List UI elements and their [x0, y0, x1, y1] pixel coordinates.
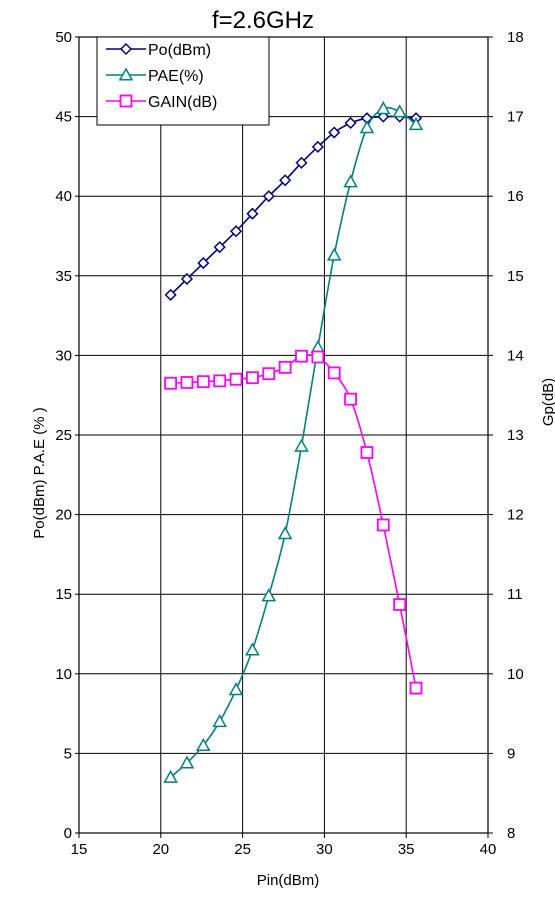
x-tick-label: 40	[480, 841, 497, 858]
square-point	[360, 446, 374, 459]
triangle-point	[343, 174, 358, 188]
diamond-point	[229, 225, 243, 238]
legend-label: GAIN(dB)	[148, 94, 217, 111]
y-right-tick-label: 12	[507, 507, 524, 524]
y-left-tick-label: 10	[55, 666, 72, 683]
plot-series	[163, 101, 424, 783]
diamond-point	[164, 288, 177, 301]
square-point	[164, 376, 178, 390]
legend: Po(dBm) PAE(%) GAIN(dB)	[96, 36, 270, 126]
triangle-point	[277, 526, 293, 540]
triangle-point	[294, 438, 309, 452]
x-tick-label: 25	[234, 841, 251, 858]
x-tick-label: 15	[71, 841, 88, 858]
chart-title: f=2.6GHz	[212, 7, 314, 34]
y-right-tick-label: 10	[507, 666, 524, 683]
square-point	[295, 349, 308, 363]
y-right-tick-label: 14	[507, 347, 524, 364]
diamond-point	[197, 257, 210, 270]
square-point	[376, 518, 390, 532]
x-tick-label: 35	[398, 841, 415, 858]
grid	[79, 37, 488, 833]
y-left-tick-label: 45	[55, 109, 72, 126]
triangle-point	[163, 769, 178, 783]
axes	[75, 36, 493, 838]
triangle-point	[212, 714, 227, 728]
series-line	[170, 115, 417, 296]
triangle-point	[245, 642, 260, 656]
triangle-point	[196, 737, 211, 751]
triangle-point	[326, 247, 342, 261]
y-left-tick-label: 15	[55, 586, 72, 603]
diamond-point	[279, 174, 292, 187]
diamond-point	[311, 140, 324, 153]
y-right-tick-label: 16	[507, 188, 524, 205]
y-left-tick-label: 20	[55, 507, 72, 524]
legend-label: Po(dBm)	[148, 42, 211, 59]
y-left-tick-label: 35	[55, 268, 72, 285]
series-line	[170, 106, 417, 778]
diamond-point	[328, 126, 341, 139]
legend-triangle-icon	[118, 67, 134, 81]
y-left-axis-label: Po(dBm) P.A.E (% )	[31, 407, 48, 538]
legend-square-icon	[119, 94, 133, 108]
triangle-point	[261, 588, 277, 602]
x-axis-label: Pin(dBm)	[257, 872, 320, 889]
square-point	[180, 376, 194, 389]
diamond-point	[180, 272, 194, 286]
y-left-tick-label: 5	[64, 745, 72, 762]
y-right-tick-label: 18	[507, 29, 524, 46]
square-point	[229, 372, 243, 386]
series-1	[163, 101, 424, 783]
square-point	[213, 374, 227, 388]
y-left-tick-label: 30	[55, 347, 72, 364]
x-tick-label: 30	[316, 841, 333, 858]
triangle-point	[359, 120, 375, 134]
square-point	[196, 375, 210, 389]
y-right-tick-label: 13	[507, 427, 524, 444]
y-right-tick-label: 15	[507, 268, 524, 285]
plot-frame	[78, 36, 489, 834]
y-right-tick-label: 9	[507, 745, 515, 762]
triangle-point	[392, 104, 407, 118]
y-left-tick-label: 50	[55, 29, 72, 46]
triangle-point	[179, 755, 195, 769]
y-right-tick-label: 11	[507, 586, 523, 603]
square-point	[262, 367, 276, 381]
y-right-tick-label: 17	[507, 109, 524, 126]
series-0	[164, 110, 423, 301]
triangle-point	[408, 117, 424, 131]
square-point	[344, 392, 357, 406]
diamond-point	[344, 116, 357, 130]
y-right-tick-label: 8	[507, 825, 515, 842]
triangle-point	[228, 682, 244, 696]
tick-labels: 15 20 25 30 35 40 0 5 10 15 20 25 30 35 40 45 50 8 9 10 11 12…	[55, 29, 523, 858]
square-point	[311, 350, 325, 364]
square-point	[278, 360, 292, 374]
square-point	[246, 371, 259, 385]
triangle-point	[376, 101, 391, 115]
y-left-tick-label: 25	[55, 427, 72, 444]
square-point	[393, 598, 407, 611]
legend-label: PAE(%)	[148, 68, 204, 85]
diamond-point	[295, 156, 308, 169]
y-right-axis-label: Gp(dB)	[540, 378, 555, 426]
diamond-point	[213, 241, 226, 254]
series-2	[164, 349, 423, 695]
diamond-point	[246, 207, 259, 220]
y-left-tick-label: 40	[55, 188, 72, 205]
y-left-tick-label: 0	[64, 825, 72, 842]
square-point	[409, 681, 423, 695]
diamond-point	[262, 190, 275, 203]
legend-diamond-icon	[119, 42, 133, 56]
square-point	[327, 366, 341, 380]
x-tick-label: 20	[152, 841, 169, 858]
